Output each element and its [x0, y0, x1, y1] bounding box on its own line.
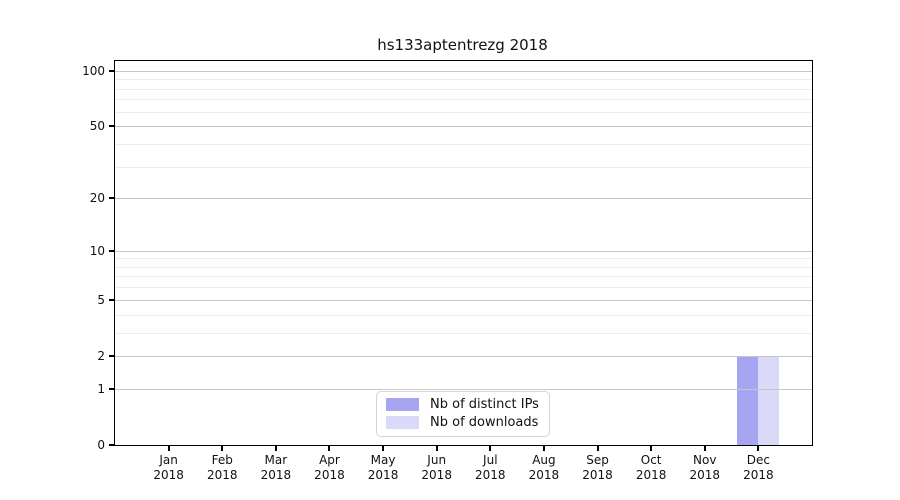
minor-gridline	[115, 276, 812, 278]
grid-layer	[115, 61, 812, 445]
minor-gridline	[115, 111, 812, 113]
major-gridline	[115, 126, 812, 128]
x-axis-tick-label: Apr 2018	[314, 453, 345, 482]
downloads-swatch-icon	[386, 416, 419, 429]
minor-gridline	[115, 88, 812, 90]
minor-gridline	[115, 287, 812, 289]
x-axis-tick	[757, 446, 760, 451]
distinct-ips-swatch-icon	[386, 398, 419, 411]
y-axis-tick-label: 20	[89, 191, 105, 206]
y-axis-tick	[109, 444, 114, 446]
y-axis-tick-label: 5	[97, 292, 105, 307]
x-axis-tick	[489, 446, 492, 451]
major-gridline	[115, 198, 812, 200]
x-axis-tick-label: Jul 2018	[475, 453, 506, 482]
major-gridline	[115, 250, 812, 252]
x-axis-tick-label: Jun 2018	[421, 453, 452, 482]
ticks-layer: 0 1 2 5 10 20 50 100 Jan 2018 Feb 2018 Mar 2018 Apr 201…	[82, 61, 812, 482]
y-axis-tick-label: 100	[82, 63, 105, 78]
chart-title: hs133aptentrezg 2018	[377, 36, 548, 54]
x-axis-tick-label: Mar 2018	[260, 453, 292, 482]
x-axis-tick	[382, 446, 385, 451]
y-axis-tick	[109, 197, 114, 200]
y-axis-tick-label: 0	[97, 438, 105, 452]
major-gridline	[115, 299, 812, 301]
y-axis-tick	[109, 387, 114, 390]
minor-gridline	[115, 79, 812, 81]
minor-gridline	[115, 99, 812, 101]
bar-distinct-ips	[737, 355, 759, 445]
x-axis-tick	[542, 446, 545, 451]
bars-layer	[115, 61, 812, 445]
y-axis-tick	[109, 69, 114, 72]
y-axis-tick-label: 2	[97, 348, 105, 363]
x-axis-tick-label: Aug 2018	[528, 453, 560, 482]
plot-area: 0 1 2 5 10 20 50 100 Jan 2018 Feb 2018 Mar 2018 Apr 201…	[82, 60, 813, 482]
major-gridline	[115, 70, 812, 72]
minor-gridline	[115, 266, 812, 268]
bar-downloads	[758, 355, 780, 445]
x-axis-tick	[274, 446, 277, 451]
y-axis-tick	[109, 249, 114, 252]
legend-label-downloads: Nb of downloads	[430, 415, 539, 430]
x-axis-tick	[650, 446, 653, 451]
x-axis-tick-label: Nov 2018	[689, 453, 721, 482]
y-axis-tick-label: 1	[97, 381, 105, 396]
legend-item-downloads: Nb of downloads	[386, 415, 539, 430]
x-axis-tick-label: Dec 2018	[743, 453, 774, 482]
x-axis-tick	[167, 446, 170, 451]
minor-gridline	[115, 332, 812, 334]
x-axis-tick-label: Oct 2018	[635, 453, 667, 482]
x-axis-tick-label: Sep 2018	[582, 453, 613, 482]
y-axis-tick-label: 10	[89, 243, 105, 258]
minor-gridline	[115, 143, 812, 145]
x-axis-tick	[703, 446, 706, 451]
y-axis-tick-label: 50	[89, 119, 105, 134]
legend-label-distinct-ips: Nb of distinct IPs	[430, 397, 539, 412]
x-axis-tick	[596, 446, 599, 451]
x-axis-tick-label: May 2018	[367, 453, 399, 482]
legend-item-distinct-ips: Nb of distinct IPs	[386, 397, 539, 412]
minor-gridline	[115, 314, 812, 316]
minor-gridline	[115, 258, 812, 260]
major-gridline	[115, 355, 812, 357]
x-axis-tick-label: Jan 2018	[153, 453, 184, 482]
x-axis-tick-label: Feb 2018	[206, 453, 238, 482]
x-axis-tick	[435, 446, 438, 451]
y-axis-tick	[109, 354, 114, 357]
x-axis-tick	[221, 446, 224, 451]
major-gridline	[115, 388, 812, 390]
y-axis-tick	[109, 298, 114, 301]
y-axis-tick	[109, 125, 114, 128]
x-axis-tick	[328, 446, 331, 451]
legend: Nb of distinct IPs Nb of downloads	[376, 391, 550, 437]
minor-gridline	[115, 166, 812, 168]
